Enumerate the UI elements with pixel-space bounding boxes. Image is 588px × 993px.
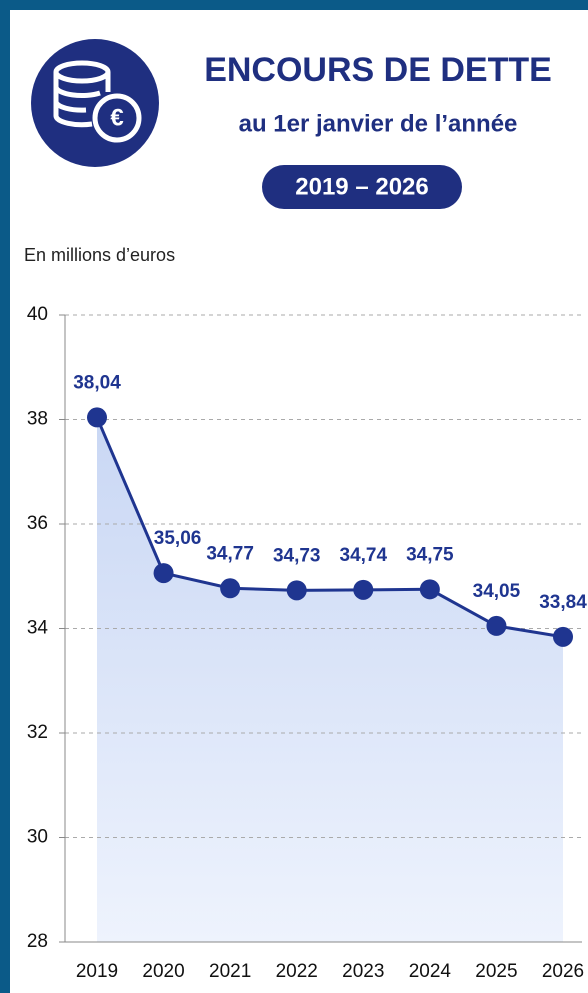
point bbox=[220, 578, 241, 599]
value-label: 34,77 bbox=[206, 543, 254, 564]
value-label: 33,84 bbox=[539, 592, 587, 613]
x-tick-label: 2019 bbox=[76, 961, 118, 982]
x-tick-label: 2024 bbox=[409, 961, 452, 982]
point bbox=[353, 579, 374, 600]
y-tick-label: 30 bbox=[27, 827, 48, 848]
y-tick-label: 32 bbox=[27, 722, 48, 743]
y-tick-label: 36 bbox=[27, 513, 48, 534]
line bbox=[95, 416, 564, 639]
x-tick-label: 2023 bbox=[342, 961, 384, 982]
value-label: 34,05 bbox=[473, 581, 521, 602]
x-tick-label: 2021 bbox=[209, 961, 251, 982]
point bbox=[486, 615, 507, 636]
icon: € bbox=[31, 39, 159, 167]
period-badge bbox=[262, 165, 462, 209]
y-axis-label: En millions d’euros bbox=[24, 245, 175, 265]
value-label: 34,75 bbox=[406, 544, 454, 565]
x-tick-label: 2022 bbox=[276, 961, 318, 982]
svg-text:€: € bbox=[110, 104, 123, 131]
point bbox=[153, 563, 174, 584]
x-tick-label: 2020 bbox=[142, 961, 184, 982]
area bbox=[97, 417, 563, 942]
value-label: 34,74 bbox=[340, 545, 388, 566]
x-tick-label: 2025 bbox=[475, 961, 517, 982]
point bbox=[286, 580, 307, 601]
chart-subtitle: au 1er janvier de l’année bbox=[239, 110, 518, 137]
point bbox=[419, 579, 440, 600]
period-label: 2019 – 2026 bbox=[295, 173, 428, 200]
plot: 28 30 32 34 36 38 40 38,04 2019 35,06 2020 34,77 202… bbox=[27, 304, 587, 982]
x-tick-label: 2026 bbox=[542, 961, 584, 982]
value-label: 34,73 bbox=[273, 545, 321, 566]
value-label: 38,04 bbox=[73, 372, 121, 393]
value-label: 35,06 bbox=[154, 528, 202, 549]
chart-title: ENCOURS DE DETTE bbox=[204, 51, 552, 89]
y-tick-label: 40 bbox=[27, 304, 48, 325]
point bbox=[553, 626, 573, 647]
y-tick-label: 28 bbox=[27, 931, 48, 952]
y-tick-label: 34 bbox=[27, 618, 49, 639]
y-tick-label: 38 bbox=[27, 409, 48, 430]
point bbox=[87, 407, 107, 428]
